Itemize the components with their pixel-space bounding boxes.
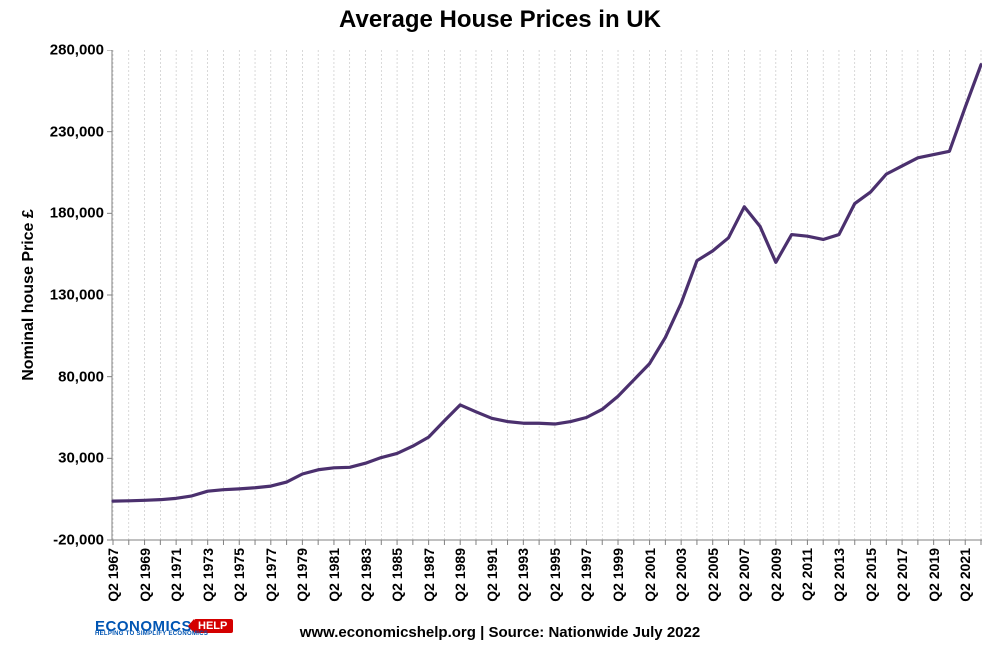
x-tick-label: Q2 2005 — [705, 548, 721, 602]
x-tick-label: Q2 1993 — [515, 548, 531, 602]
x-tick-label: Q2 1991 — [484, 548, 500, 602]
x-tick-label: Q2 1987 — [421, 548, 437, 602]
x-tick-label: Q2 1967 — [105, 548, 121, 602]
x-tick-label: Q2 2001 — [642, 548, 658, 602]
y-tick-label: 280,000 — [40, 42, 104, 59]
y-tick-label: 180,000 — [40, 205, 104, 222]
y-tick-label: 130,000 — [40, 287, 104, 304]
x-tick-label: Q2 1995 — [547, 548, 563, 602]
chart-title: Average House Prices in UK — [0, 6, 1000, 34]
economicshelp-logo: ECONOMICS HELP HELPING TO SIMPLIFY ECONO… — [95, 613, 233, 639]
x-tick-label: Q2 1999 — [610, 548, 626, 602]
y-tick-label: 230,000 — [40, 123, 104, 140]
y-axis-label: Nominal house Price £ — [20, 209, 38, 381]
x-tick-label: Q2 2019 — [926, 548, 942, 602]
x-tick-label: Q2 2017 — [894, 548, 910, 602]
x-tick-label: Q2 1973 — [200, 548, 216, 602]
x-tick-label: Q2 2007 — [736, 548, 752, 602]
x-tick-label: Q2 2013 — [831, 548, 847, 602]
x-tick-label: Q2 2009 — [768, 548, 784, 602]
y-tick-label: -20,000 — [40, 532, 104, 549]
y-tick-label: 30,000 — [40, 450, 104, 467]
x-tick-label: Q2 2015 — [863, 548, 879, 602]
x-tick-label: Q2 2003 — [673, 548, 689, 602]
x-tick-label: Q2 1985 — [389, 548, 405, 602]
x-tick-label: Q2 1971 — [168, 548, 184, 602]
x-tick-label: Q2 1981 — [326, 548, 342, 602]
logo-subtitle: HELPING TO SIMPLIFY ECONOMICS — [95, 631, 208, 637]
x-tick-label: Q2 1997 — [578, 548, 594, 602]
y-tick-label: 80,000 — [40, 368, 104, 385]
chart-plot-svg — [106, 50, 982, 546]
x-tick-label: Q2 1989 — [452, 548, 468, 602]
x-tick-label: Q2 1969 — [137, 548, 153, 602]
x-tick-label: Q2 2011 — [799, 548, 815, 601]
chart-container: Average House Prices in UK Nominal house… — [0, 0, 1000, 647]
x-tick-label: Q2 1977 — [263, 548, 279, 602]
x-tick-label: Q2 1983 — [358, 548, 374, 602]
x-tick-label: Q2 1979 — [294, 548, 310, 602]
x-tick-label: Q2 1975 — [231, 548, 247, 602]
x-tick-label: Q2 2021 — [957, 548, 973, 602]
